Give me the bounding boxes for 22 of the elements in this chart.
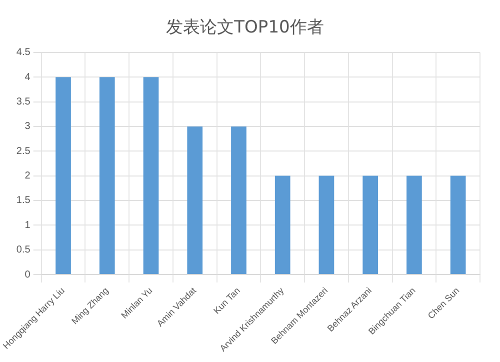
y-tick-label: 2.5: [16, 146, 31, 157]
bar: [274, 176, 290, 274]
bar: [231, 126, 246, 274]
x-tick-label: Kun Tan: [212, 285, 242, 316]
bar: [187, 126, 203, 274]
y-tick-label: 3.5: [16, 96, 31, 108]
bar: [362, 176, 378, 274]
bar: [450, 176, 466, 274]
y-tick-label: 0: [24, 269, 31, 280]
bar: [143, 77, 159, 274]
y-tick-label: 2: [24, 170, 31, 182]
y-tick-label: 4.5: [16, 47, 31, 58]
chart-title: 发表论文TOP10作者: [166, 18, 324, 38]
bar: [56, 77, 71, 274]
y-tick-label: 3: [24, 121, 31, 132]
y-tick-label: 1: [24, 220, 31, 231]
y-tick-label: 0.5: [16, 244, 31, 256]
bar: [318, 176, 334, 274]
y-tick-label: 1.5: [16, 195, 31, 206]
bar: [406, 176, 422, 274]
bar: [99, 77, 115, 274]
y-tick-label: 4: [24, 72, 31, 83]
